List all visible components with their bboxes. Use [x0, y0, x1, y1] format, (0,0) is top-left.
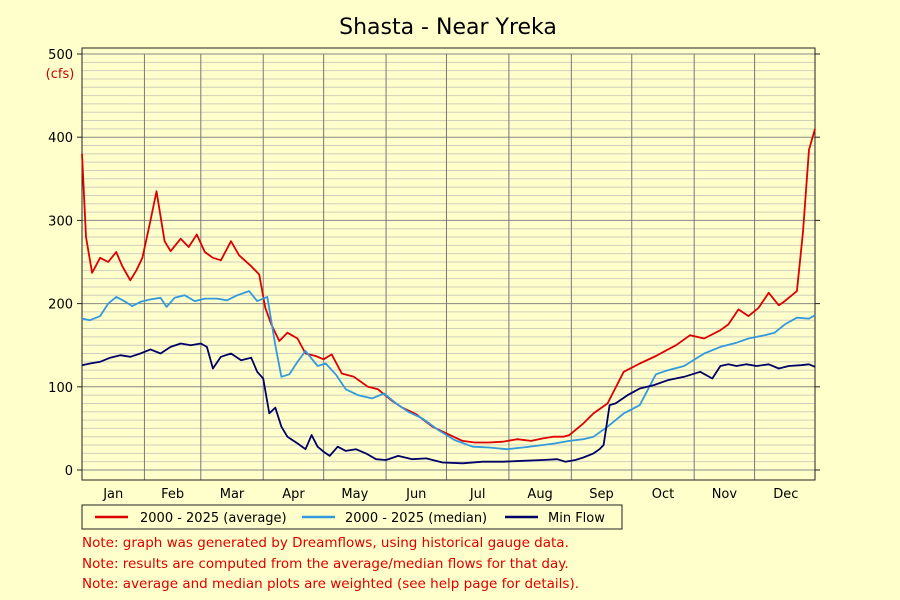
note-line: Note: graph was generated by Dreamflows,…: [82, 535, 569, 551]
x-tick-label: Feb: [161, 487, 184, 502]
y-tick-label: 100: [48, 381, 73, 396]
series-line: [81, 342, 816, 465]
x-tick-label: Nov: [712, 487, 738, 502]
x-tick-label: Dec: [773, 487, 798, 502]
x-tick-label: Jun: [405, 487, 426, 502]
plot-area: Jan Feb Mar Apr May Jun Jul Aug Sep Oct Nov Dec 0 100…: [48, 47, 820, 502]
y-tick-label: 0: [65, 464, 73, 479]
y-tick-label: 400: [48, 131, 73, 146]
legend-label: 2000 - 2025 (average): [140, 511, 287, 526]
note-line: Note: results are computed from the aver…: [82, 555, 569, 572]
y-tick-label: 300: [48, 214, 73, 229]
x-tick-label: Apr: [282, 487, 305, 502]
y-axis-unit-label: (cfs): [46, 67, 75, 82]
y-tick-label: 200: [48, 298, 73, 313]
x-tick-label: May: [341, 487, 368, 502]
series-line: [81, 290, 816, 451]
x-tick-label: Jul: [469, 487, 486, 502]
notes-block: Note: graph was generated by Dreamflows,…: [82, 533, 579, 595]
legend: 2000 - 2025 (average) 2000 - 2025 (median…: [81, 504, 623, 530]
legend-label: Min Flow: [548, 511, 605, 526]
x-tick-label: Aug: [527, 487, 552, 502]
chart-title: Shasta - Near Yreka: [339, 15, 557, 40]
x-tick-label: Jan: [102, 487, 123, 502]
x-tick-label: Oct: [652, 487, 674, 502]
legend-label: 2000 - 2025 (median): [345, 511, 487, 526]
note-line: Note: average and median plots are weigh…: [82, 576, 580, 592]
x-tick-label: Sep: [589, 487, 614, 502]
plot-frame: [81, 47, 816, 481]
x-tick-label: Mar: [220, 487, 245, 502]
y-tick-label: 500: [48, 48, 73, 63]
